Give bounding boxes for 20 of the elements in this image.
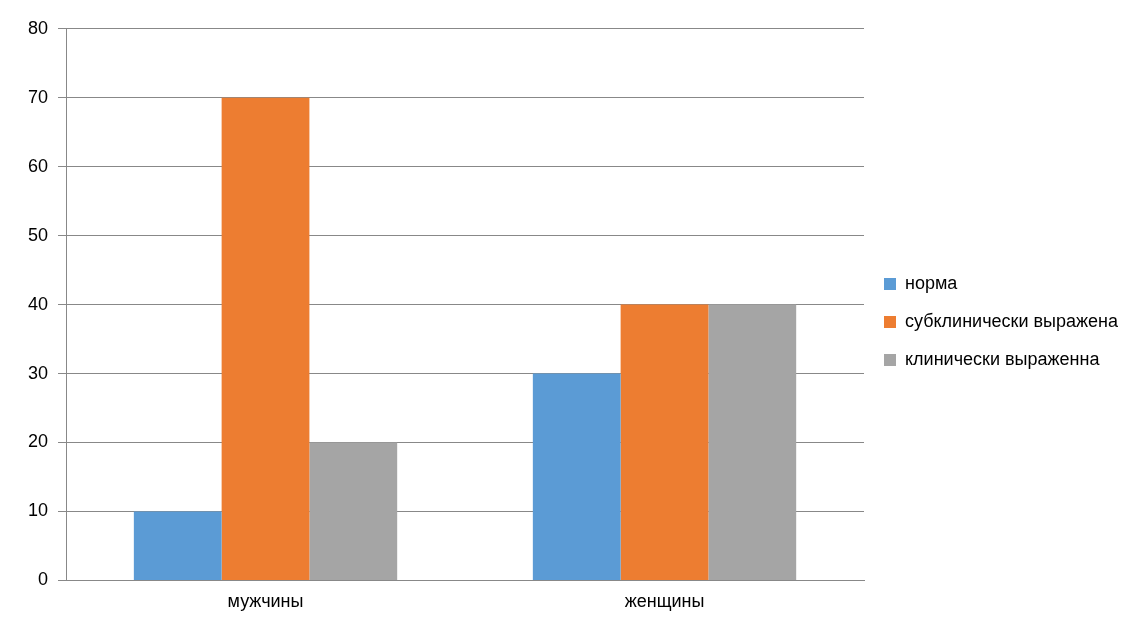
bar <box>221 97 310 580</box>
y-tick-label: 60 <box>27 155 49 176</box>
y-tick-label: 30 <box>27 362 49 383</box>
bar <box>532 373 621 580</box>
y-tick-label: 80 <box>27 17 49 38</box>
y-tick-label: 40 <box>27 293 49 314</box>
bar <box>708 304 797 580</box>
legend-label: субклинически выражена <box>905 310 1119 331</box>
y-tick-label: 70 <box>27 86 49 107</box>
legend-label: норма <box>905 272 959 293</box>
legend-label: клинически выраженна <box>905 348 1101 369</box>
y-tick-label: 50 <box>27 224 49 245</box>
y-tick-label: 20 <box>27 431 49 452</box>
bar <box>309 442 398 580</box>
x-tick-label: женщины <box>624 591 705 612</box>
x-tick-label: мужчины <box>227 591 304 612</box>
y-tick-label: 10 <box>27 500 49 521</box>
y-tick-label: 0 <box>38 569 49 590</box>
bar <box>133 511 222 580</box>
bar <box>620 304 709 580</box>
